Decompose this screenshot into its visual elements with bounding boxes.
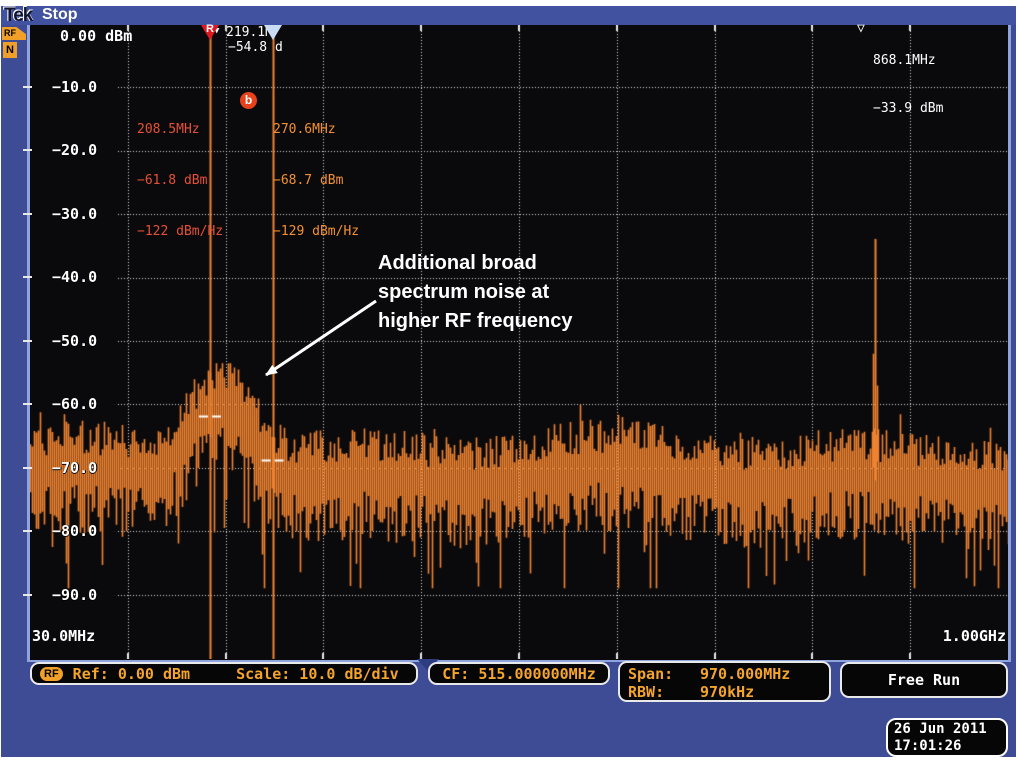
annotation-line: spectrum noise at: [378, 281, 550, 303]
marker-b-density: −129 dBm/Hz: [273, 224, 360, 239]
y-axis-tick: [23, 149, 32, 151]
right-marker-amplitude: −33.9 dBm: [873, 101, 944, 116]
y-tick-label: −70.0: [52, 459, 98, 477]
reference-marker-label: R: [205, 23, 214, 35]
y-tick-label: −60.0: [52, 395, 98, 413]
marker-b-amplitude: −68.7 dBm: [273, 173, 344, 188]
datetime-box: 26 Jun 2011 17:01:26: [886, 718, 1008, 757]
y-tick-label: −50.0: [52, 332, 98, 350]
date-readout: 26 Jun 2011: [894, 721, 987, 737]
rf-channel-tab[interactable]: RF: [2, 27, 26, 40]
right-marker-icon: ▽: [857, 21, 865, 36]
title-bar: [1, 6, 1016, 25]
y-axis-tick: [23, 403, 32, 405]
rf-badge: RF: [40, 666, 63, 681]
spectrum-canvas: [30, 25, 1008, 659]
right-marker-readout: 868.1MHz −33.9 dBm: [873, 21, 943, 149]
y-axis-tick: [23, 86, 32, 88]
marker-a-readout: 208.5MHz −61.8 dBm −122 dBm/Hz: [137, 87, 223, 274]
tek-logo: Tek: [4, 5, 33, 26]
y-tick-label: −80.0: [52, 522, 98, 540]
y-axis-tick: [23, 530, 32, 532]
x-end-label: 1.00GHz: [942, 627, 1006, 645]
y-tick-label: −90.0: [52, 586, 98, 604]
annotation-arrow: [265, 299, 377, 377]
annotation-line: Additional broad: [378, 252, 537, 274]
rbw-label: RBW:: [628, 683, 665, 701]
cf-readout: CF: 515.000000MHz: [442, 664, 596, 683]
y-axis-tick: [23, 340, 32, 342]
rf-settings-box[interactable]: RF Ref: 0.00 dBm Scale: 10.0 dB/div: [30, 662, 418, 685]
time-readout: 17:01:26: [894, 738, 962, 754]
scale-readout: Scale: 10.0 dB/div: [236, 664, 399, 683]
marker-a-frequency: 208.5MHz: [137, 122, 200, 137]
y-axis-tick: [23, 594, 32, 596]
annotation-line: higher RF frequency: [378, 310, 573, 332]
reference-marker-triangle[interactable]: [200, 25, 219, 40]
trigger-mode-box[interactable]: Free Run: [840, 662, 1008, 698]
marker-a-density: −122 dBm/Hz: [137, 224, 224, 239]
y-tick-label: −10.0: [52, 78, 98, 96]
trigger-mode-readout: Free Run: [887, 671, 961, 689]
marker-b-badge: b: [240, 92, 257, 109]
y-tick-label: −30.0: [52, 205, 98, 223]
span-label: Span:: [628, 665, 674, 683]
y-axis-tick: [23, 467, 32, 469]
y-tick-label: −20.0: [52, 141, 98, 159]
acquisition-status: Stop: [42, 6, 78, 23]
span-rbw-box[interactable]: Span: 970.000MHz RBW: 970kHz: [618, 661, 831, 702]
annotation-text: Additional broad spectrum noise at highe…: [378, 249, 572, 336]
peak-marker-freq: 219.1M: [226, 25, 273, 40]
b-cursor-triangle[interactable]: [263, 25, 282, 40]
n-badge: N: [3, 42, 17, 58]
y-tick-label: −40.0: [52, 268, 98, 286]
span-value: 970.000MHz: [700, 665, 791, 683]
peak-marker-amplitude: −54.8 d: [228, 40, 283, 55]
right-marker-frequency: 868.1MHz: [873, 53, 936, 68]
center-frequency-box[interactable]: CF: 515.000000MHz: [428, 662, 610, 685]
y-axis-tick: [23, 213, 32, 215]
y-axis-tick: [23, 276, 32, 278]
marker-a-amplitude: −61.8 dBm: [137, 173, 208, 188]
marker-b-frequency: 270.6MHz: [273, 122, 336, 137]
ref-level-readout: Ref: 0.00 dBm: [72, 664, 191, 683]
x-start-label: 30.0MHz: [32, 627, 96, 645]
rbw-value: 970kHz: [700, 683, 755, 701]
marker-b-readout: 270.6MHz −68.7 dBm −129 dBm/Hz: [273, 87, 359, 274]
ref-level-label: 0.00 dBm: [60, 27, 133, 45]
